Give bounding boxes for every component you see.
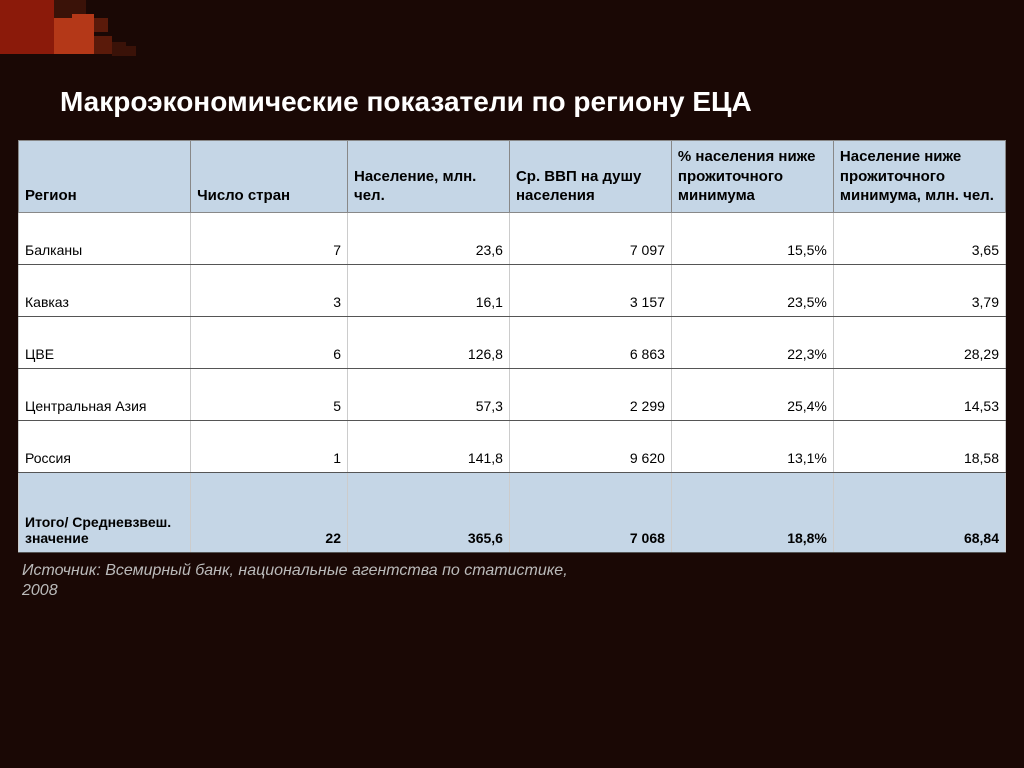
table-row: Россия1141,89 62013,1%18,58 xyxy=(19,420,1006,472)
cell-total-pct: 18,8% xyxy=(671,472,833,552)
deco-square xyxy=(94,36,112,54)
cell-count: 1 xyxy=(191,420,348,472)
deco-square xyxy=(54,0,72,18)
cell-count: 7 xyxy=(191,212,348,264)
cell-total-gdp: 7 068 xyxy=(509,472,671,552)
deco-square xyxy=(126,46,136,56)
cell-below: 18,58 xyxy=(833,420,1005,472)
cell-pct: 22,3% xyxy=(671,316,833,368)
cell-count: 6 xyxy=(191,316,348,368)
table-total-row: Итого/ Средневзвеш. значение22365,67 068… xyxy=(19,472,1006,552)
table-row: Кавказ316,13 15723,5%3,79 xyxy=(19,264,1006,316)
cell-pct: 25,4% xyxy=(671,368,833,420)
cell-count: 5 xyxy=(191,368,348,420)
cell-total-label: Итого/ Средневзвеш. значение xyxy=(19,472,191,552)
cell-region: Центральная Азия xyxy=(19,368,191,420)
table-header-row: Регион Число стран Население, млн. чел. … xyxy=(19,141,1006,213)
cell-below: 14,53 xyxy=(833,368,1005,420)
cell-pop: 141,8 xyxy=(347,420,509,472)
cell-count: 3 xyxy=(191,264,348,316)
col-header-pop: Население, млн. чел. xyxy=(347,141,509,213)
cell-pop: 16,1 xyxy=(347,264,509,316)
deco-square xyxy=(94,18,108,32)
col-header-count: Число стран xyxy=(191,141,348,213)
table-row: Балканы723,67 09715,5%3,65 xyxy=(19,212,1006,264)
table-container: Регион Число стран Население, млн. чел. … xyxy=(18,140,1006,602)
table-row: ЦВЕ6126,86 86322,3%28,29 xyxy=(19,316,1006,368)
cell-below: 28,29 xyxy=(833,316,1005,368)
source-note: Источник: Всемирный банк, национальные а… xyxy=(18,553,578,603)
cell-gdp: 2 299 xyxy=(509,368,671,420)
cell-pct: 23,5% xyxy=(671,264,833,316)
cell-gdp: 3 157 xyxy=(509,264,671,316)
cell-pct: 13,1% xyxy=(671,420,833,472)
cell-gdp: 9 620 xyxy=(509,420,671,472)
macro-table: Регион Число стран Население, млн. чел. … xyxy=(18,140,1006,553)
cell-pct: 15,5% xyxy=(671,212,833,264)
col-header-pct: % населения ниже прожиточного минимума xyxy=(671,141,833,213)
deco-square xyxy=(0,0,54,54)
slide-title: Макроэкономические показатели по региону… xyxy=(60,86,752,118)
cell-region: Балканы xyxy=(19,212,191,264)
cell-pop: 126,8 xyxy=(347,316,509,368)
cell-region: Россия xyxy=(19,420,191,472)
deco-square xyxy=(112,42,126,56)
cell-region: ЦВЕ xyxy=(19,316,191,368)
cell-region: Кавказ xyxy=(19,264,191,316)
deco-square xyxy=(54,14,94,54)
col-header-region: Регион xyxy=(19,141,191,213)
cell-total-pop: 365,6 xyxy=(347,472,509,552)
cell-total-below: 68,84 xyxy=(833,472,1005,552)
cell-total-count: 22 xyxy=(191,472,348,552)
cell-below: 3,79 xyxy=(833,264,1005,316)
cell-gdp: 7 097 xyxy=(509,212,671,264)
cell-pop: 23,6 xyxy=(347,212,509,264)
col-header-below: Население ниже прожиточного минимума, мл… xyxy=(833,141,1005,213)
deco-square xyxy=(72,0,86,14)
cell-below: 3,65 xyxy=(833,212,1005,264)
corner-decoration xyxy=(0,0,180,60)
table-row: Центральная Азия557,32 29925,4%14,53 xyxy=(19,368,1006,420)
cell-pop: 57,3 xyxy=(347,368,509,420)
cell-gdp: 6 863 xyxy=(509,316,671,368)
col-header-gdp: Ср. ВВП на душу населения xyxy=(509,141,671,213)
